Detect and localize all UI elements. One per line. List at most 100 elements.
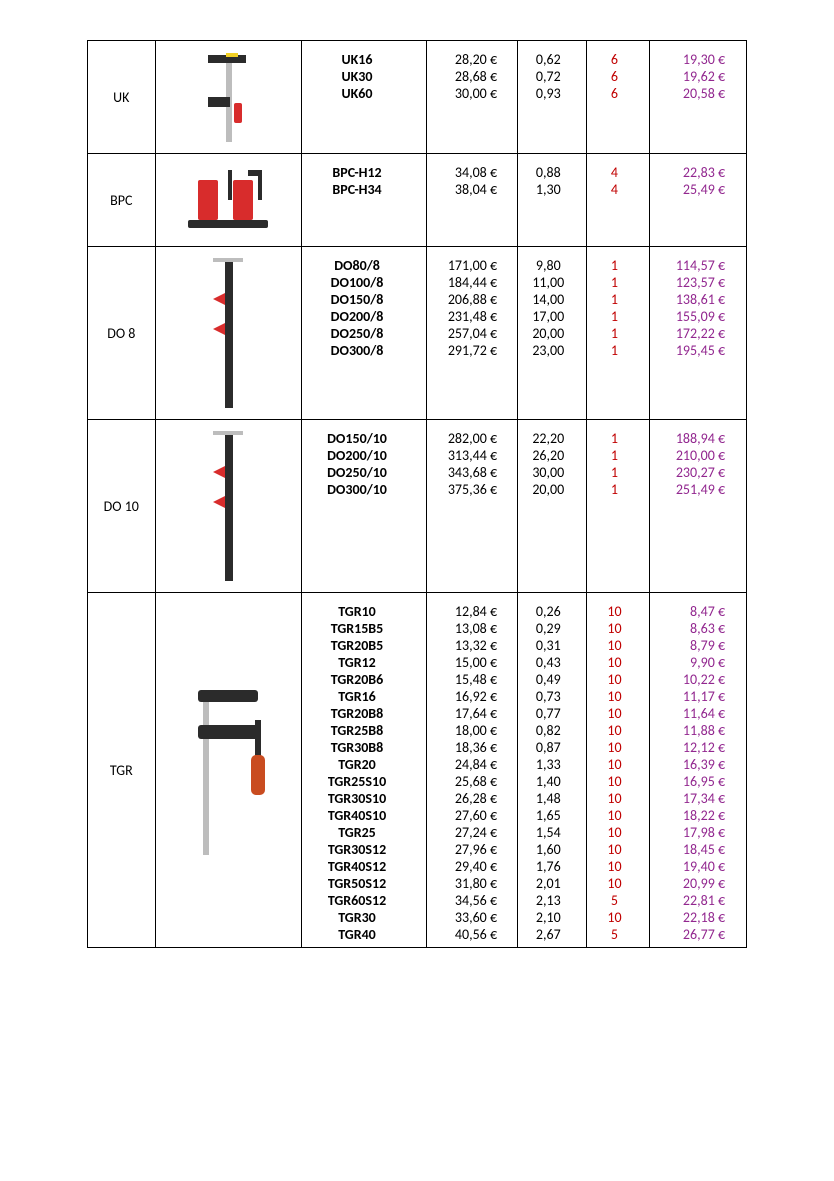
net-value: 230,27 €: [650, 464, 735, 481]
price-value: 40,56 €: [427, 926, 507, 943]
qty-value: 10: [587, 637, 642, 654]
qty-value: 10: [587, 671, 642, 688]
qty-column: 111111: [586, 247, 649, 420]
wt-column: 9,8011,0014,0017,0020,0023,00: [518, 247, 587, 420]
qty-value: 10: [587, 620, 642, 637]
net-value: 11,17 €: [650, 688, 735, 705]
price-value: 27,96 €: [427, 841, 507, 858]
qty-value: 10: [587, 773, 642, 790]
ref-value: TGR20B5: [302, 637, 412, 654]
ref-value: TGR40S12: [302, 858, 412, 875]
wt-value: 1,48: [518, 790, 578, 807]
wt-value: 1,65: [518, 807, 578, 824]
ref-value: DO250/10: [302, 464, 412, 481]
qty-value: 1: [587, 308, 642, 325]
wt-value: 0,93: [518, 85, 578, 102]
qty-value: 1: [587, 257, 642, 274]
qty-value: 1: [587, 447, 642, 464]
price-value: 13,08 €: [427, 620, 507, 637]
price-value: 31,80 €: [427, 875, 507, 892]
wt-value: 1,60: [518, 841, 578, 858]
ref-value: TGR30: [302, 909, 412, 926]
price-value: 33,60 €: [427, 909, 507, 926]
ref-value: DO200/10: [302, 447, 412, 464]
product-image-cell: [155, 154, 301, 247]
ref-value: TGR15B5: [302, 620, 412, 637]
ref-value: TGR60S12: [302, 892, 412, 909]
qty-value: 1: [587, 274, 642, 291]
ref-value: TGR20B8: [302, 705, 412, 722]
ref-value: BPC-H12: [302, 164, 412, 181]
wt-value: 0,26: [518, 603, 578, 620]
price-value: 30,00 €: [427, 85, 507, 102]
price-value: 24,84 €: [427, 756, 507, 773]
ref-value: DO250/8: [302, 325, 412, 342]
net-value: 8,47 €: [650, 603, 735, 620]
price-value: 18,36 €: [427, 739, 507, 756]
net-value: 22,18 €: [650, 909, 735, 926]
net-value: 8,63 €: [650, 620, 735, 637]
net-value: 25,49 €: [650, 181, 735, 198]
wt-value: 1,30: [518, 181, 578, 198]
ref-value: TGR10: [302, 603, 412, 620]
net-value: 195,45 €: [650, 342, 735, 359]
ref-value: TGR20: [302, 756, 412, 773]
net-value: 22,83 €: [650, 164, 735, 181]
category-cell: TGR: [88, 593, 156, 948]
ref-value: UK60: [302, 85, 412, 102]
price-value: 282,00 €: [427, 430, 507, 447]
price-value: 29,40 €: [427, 858, 507, 875]
qty-value: 10: [587, 705, 642, 722]
wt-value: 0,29: [518, 620, 578, 637]
price-value: 375,36 €: [427, 481, 507, 498]
price-value: 17,64 €: [427, 705, 507, 722]
product-group-row: UK UK16UK30UK6028,20 €28,68 €30,00 €0,62…: [88, 41, 747, 154]
net-value: 123,57 €: [650, 274, 735, 291]
ref-value: TGR25S10: [302, 773, 412, 790]
price-value: 16,92 €: [427, 688, 507, 705]
wt-value: 2,10: [518, 909, 578, 926]
net-value: 16,39 €: [650, 756, 735, 773]
wt-value: 2,67: [518, 926, 578, 943]
wt-value: 0,49: [518, 671, 578, 688]
product-group-row: DO 8 DO80/8DO100/8DO150/8DO200/8DO250/8D…: [88, 247, 747, 420]
price-value: 34,08 €: [427, 164, 507, 181]
ref-value: TGR25: [302, 824, 412, 841]
ref-value: DO150/10: [302, 430, 412, 447]
wt-value: 0,82: [518, 722, 578, 739]
product-image-cell: [155, 420, 301, 593]
qty-value: 10: [587, 739, 642, 756]
price-value: 206,88 €: [427, 291, 507, 308]
ref-column: DO80/8DO100/8DO150/8DO200/8DO250/8DO300/…: [302, 247, 427, 420]
net-value: 114,57 €: [650, 257, 735, 274]
qty-column: 44: [586, 154, 649, 247]
qty-value: 10: [587, 858, 642, 875]
wt-value: 0,87: [518, 739, 578, 756]
net-value: 19,62 €: [650, 68, 735, 85]
price-value: 34,56 €: [427, 892, 507, 909]
wt-value: 0,88: [518, 164, 578, 181]
net-value: 155,09 €: [650, 308, 735, 325]
price-value: 25,68 €: [427, 773, 507, 790]
ref-value: TGR30S10: [302, 790, 412, 807]
qty-value: 10: [587, 688, 642, 705]
qty-column: 666: [586, 41, 649, 154]
price-value: 13,32 €: [427, 637, 507, 654]
net-column: 8,47 €8,63 €8,79 €9,90 €10,22 €11,17 €11…: [650, 593, 747, 948]
ref-value: TGR12: [302, 654, 412, 671]
price-value: 184,44 €: [427, 274, 507, 291]
price-value: 38,04 €: [427, 181, 507, 198]
net-value: 11,88 €: [650, 722, 735, 739]
category-cell: UK: [88, 41, 156, 154]
wt-value: 2,13: [518, 892, 578, 909]
ref-column: UK16UK30UK60: [302, 41, 427, 154]
ref-value: TGR40S10: [302, 807, 412, 824]
net-value: 10,22 €: [650, 671, 735, 688]
wt-column: 22,2026,2030,0020,00: [518, 420, 587, 593]
ref-value: TGR40: [302, 926, 412, 943]
net-value: 172,22 €: [650, 325, 735, 342]
product-image-cell: [155, 593, 301, 948]
qty-value: 1: [587, 481, 642, 498]
price-value: 27,24 €: [427, 824, 507, 841]
price-value: 18,00 €: [427, 722, 507, 739]
